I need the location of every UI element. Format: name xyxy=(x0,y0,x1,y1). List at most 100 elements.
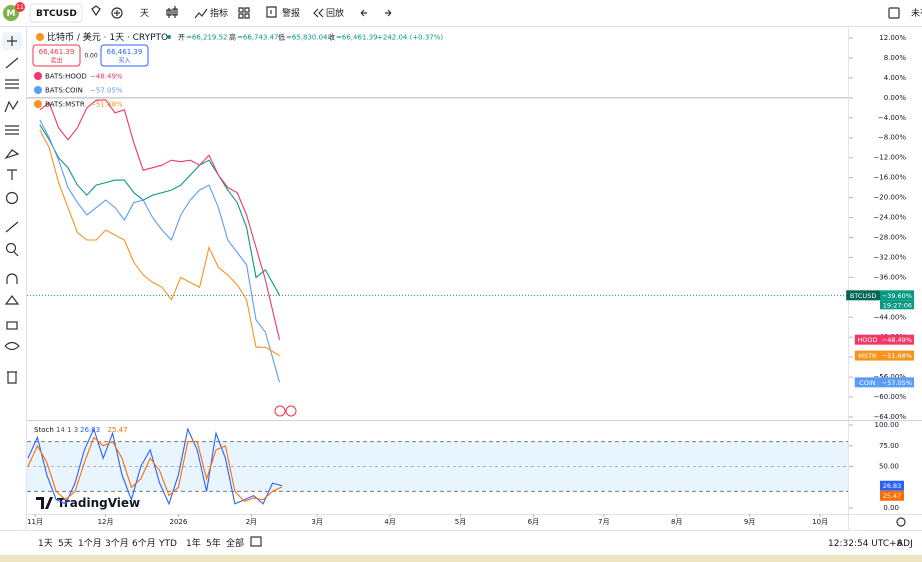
range-button[interactable]: 6个月 xyxy=(132,538,156,549)
x-tick-label: 11月 xyxy=(27,518,43,526)
y-tick-label: 0.00% xyxy=(884,94,907,102)
indicators-button[interactable]: 指标 xyxy=(210,7,228,19)
ohlc-value: =66,743.47 xyxy=(237,34,279,42)
x-tick-label: 2月 xyxy=(246,518,257,526)
symbol-search[interactable] xyxy=(29,3,83,23)
y-tick-label: −64.00% xyxy=(873,413,906,421)
x-tick-label: 9月 xyxy=(744,518,755,526)
compare-change: −51.68% xyxy=(90,101,123,109)
y-tick-label: −4.00% xyxy=(878,114,906,122)
range-button[interactable]: 1天 xyxy=(38,539,53,549)
price-badge-value: −51.68% xyxy=(882,352,912,360)
range-button[interactable]: 1个月 xyxy=(78,538,102,549)
price-badge-name xyxy=(854,377,880,388)
y-tick-label: 12.00% xyxy=(879,34,906,42)
price-badge-name xyxy=(846,290,880,301)
logo-mark xyxy=(36,497,53,509)
price-badge-value: −48.49% xyxy=(882,336,912,344)
series-line xyxy=(39,129,280,357)
redo[interactable] xyxy=(385,9,392,17)
buy-button[interactable] xyxy=(100,44,149,67)
compare-icon xyxy=(34,86,42,94)
alerts-button[interactable]: 警报 xyxy=(282,7,300,19)
series-line xyxy=(27,436,283,503)
delete-tool[interactable] xyxy=(7,371,17,384)
layouts-icon[interactable] xyxy=(238,7,250,19)
compare-change: −48.49% xyxy=(90,73,123,81)
price-badge-value: −39.60% xyxy=(882,292,912,300)
buy-label: 买入 xyxy=(118,57,130,65)
trend-line-tool[interactable] xyxy=(5,57,19,69)
price-badge-name-text: HOOD xyxy=(857,336,877,344)
stoch-params: 14 1 3 xyxy=(56,426,78,434)
range-button[interactable]: YTD xyxy=(158,539,177,549)
stay-drawing-tool[interactable] xyxy=(4,295,20,305)
pattern-tool[interactable] xyxy=(4,100,19,113)
event-flag[interactable] xyxy=(274,405,286,417)
text-tool[interactable] xyxy=(7,169,17,180)
avatar-letter: M xyxy=(7,9,16,19)
hide-tool[interactable] xyxy=(4,341,20,351)
avatar[interactable] xyxy=(3,5,19,21)
stoch-title: Stoch xyxy=(34,426,54,434)
countdown: 19:27:06 xyxy=(883,301,912,309)
compare-icon[interactable] xyxy=(91,5,101,17)
interval[interactable]: 天 xyxy=(140,9,149,19)
chart-type[interactable] xyxy=(166,6,178,18)
ruler-tool[interactable] xyxy=(5,221,19,233)
y-tick-label: 0.00 xyxy=(883,504,899,512)
magnet-tool[interactable] xyxy=(6,273,18,284)
legend-title: 比特币 / 美元 · 1天 · CRYPTO xyxy=(47,31,168,43)
clock: 12:32:54 UTC+8 xyxy=(828,539,903,549)
scale-settings[interactable] xyxy=(896,517,906,527)
fullscreen[interactable] xyxy=(888,7,900,19)
prediction-tool[interactable] xyxy=(5,125,19,135)
stoch-value: 25.47 xyxy=(108,426,128,434)
price-badge-value: −57.05% xyxy=(882,379,912,387)
right-menu[interactable]: 未有 xyxy=(911,7,922,19)
lock-tool[interactable] xyxy=(6,321,18,330)
fib-tool[interactable] xyxy=(5,79,19,89)
ohlc-value: =66,461.39 xyxy=(336,34,378,42)
brush-tool[interactable] xyxy=(4,149,20,160)
market-status xyxy=(167,35,171,39)
icon-tool[interactable] xyxy=(5,191,19,205)
price-badge-name xyxy=(854,350,880,361)
compare-change: −57.05% xyxy=(90,87,123,95)
add-symbol-plus xyxy=(114,10,120,16)
y-tick-label: 8.00% xyxy=(884,54,907,62)
y-tick-label: 75.00 xyxy=(879,442,899,450)
crosshair-tool[interactable] xyxy=(7,36,17,46)
y-tick-label: 50.00 xyxy=(879,463,899,471)
price-badge xyxy=(880,350,914,361)
replay-button[interactable]: 回放 xyxy=(326,7,344,19)
x-tick-label: 4月 xyxy=(384,518,395,526)
price-badge-name-text: COIN xyxy=(859,379,876,387)
indicators-icon xyxy=(194,8,208,19)
range-button[interactable]: 全部 xyxy=(226,537,244,549)
x-tick-label: 6月 xyxy=(528,518,539,526)
add-symbol[interactable] xyxy=(111,7,123,19)
buy-price: 66,461.39 xyxy=(107,48,143,56)
compare-icon xyxy=(34,100,42,108)
adjust-toggle[interactable]: ADJ xyxy=(897,539,913,549)
compare-icon xyxy=(34,72,42,80)
zoom-tool[interactable] xyxy=(5,242,17,254)
sell-button[interactable] xyxy=(32,44,81,67)
ohlc-label: 收 xyxy=(328,33,335,42)
zoom-handle xyxy=(13,251,19,257)
series-line xyxy=(39,119,281,383)
symbol: BTCUSD xyxy=(36,9,77,19)
range-button[interactable]: 5年 xyxy=(206,537,221,549)
y-tick-label: −28.00% xyxy=(873,233,906,241)
event-flag[interactable] xyxy=(285,405,297,417)
series-line xyxy=(39,99,281,340)
goto-date[interactable] xyxy=(250,536,262,547)
range-button[interactable]: 3个月 xyxy=(105,538,129,549)
undo[interactable] xyxy=(360,9,367,17)
range-button[interactable]: 1年 xyxy=(186,537,201,549)
price-badge-name xyxy=(854,334,880,345)
taskbar-strip xyxy=(0,555,922,562)
range-button[interactable]: 5天 xyxy=(58,539,73,549)
